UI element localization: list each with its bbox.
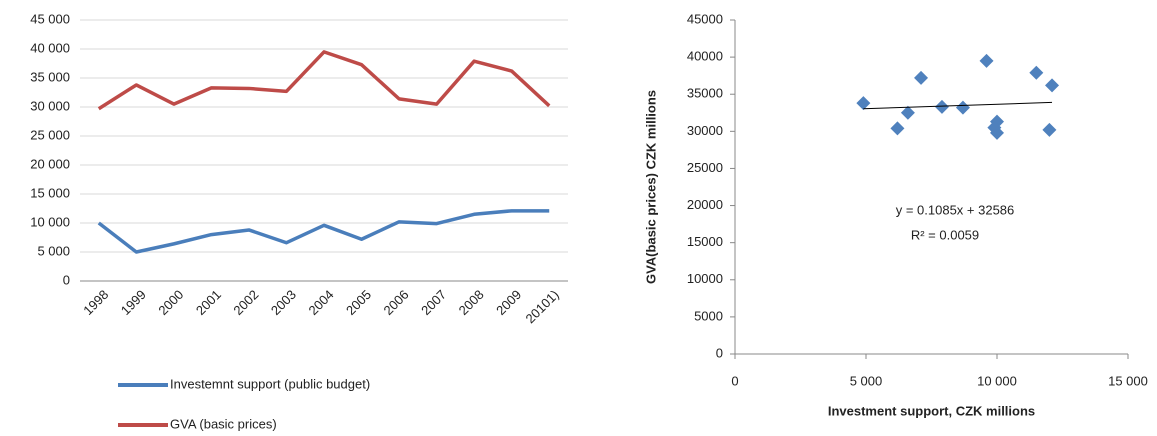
y-tick-label: 5 000: [37, 243, 70, 258]
x-tick-label: 2003: [268, 287, 299, 318]
x-tick-label: 2009: [493, 287, 524, 318]
y-tick-label: 20 000: [30, 156, 70, 171]
trendline-equation: y = 0.1085x + 32586: [896, 202, 1015, 217]
y-tick-label: 5000: [694, 308, 723, 323]
y-tick-label: 25000: [687, 160, 723, 175]
y-tick-label: 45000: [687, 11, 723, 26]
x-tick-label: 0: [731, 373, 738, 388]
x-tick-label: 1999: [118, 287, 149, 318]
scatter-point: [1029, 65, 1044, 80]
y-tick-label: 25 000: [30, 127, 70, 142]
series-line: [97, 50, 551, 111]
x-tick-label: 2002: [230, 287, 261, 318]
y-tick-label: 30000: [687, 123, 723, 138]
y-tick-label: 40000: [687, 49, 723, 64]
x-axis-title: Investment support, CZK millions: [828, 403, 1035, 418]
scatter-point: [914, 70, 929, 85]
y-tick-label: 10000: [687, 271, 723, 286]
x-tick-label: 2001: [193, 287, 224, 318]
scatter-point: [856, 96, 871, 111]
y-tick-label: 20000: [687, 197, 723, 212]
trendline-r2: R² = 0.0059: [911, 227, 979, 242]
y-tick-label: 45 000: [30, 11, 70, 26]
x-tick-label: 15 000: [1108, 373, 1148, 388]
y-tick-label: 10 000: [30, 214, 70, 229]
x-tick-label: 2006: [381, 287, 412, 318]
y-tick-label: 40 000: [30, 40, 70, 55]
x-tick-label: 2000: [155, 287, 186, 318]
scatter-point: [934, 99, 949, 114]
scatter-point: [979, 53, 994, 68]
scatter-point: [890, 121, 905, 136]
x-tick-label: 2007: [418, 287, 449, 318]
legend-label: Investemnt support (public budget): [170, 376, 370, 391]
x-tick-label: 10 000: [977, 373, 1017, 388]
y-axis-title: GVA(basic prices) CZK millions: [643, 90, 658, 284]
y-tick-label: 30 000: [30, 98, 70, 113]
series-line: [97, 209, 550, 254]
y-tick-label: 35000: [687, 86, 723, 101]
x-tick-label: 2004: [305, 287, 336, 318]
y-tick-label: 35 000: [30, 69, 70, 84]
scatter-point: [987, 120, 1002, 135]
scatter-point: [955, 100, 970, 115]
y-tick-label: 0: [63, 272, 70, 287]
trendline: [863, 101, 1053, 110]
y-tick-label: 0: [716, 345, 723, 360]
x-tick-label: 5 000: [850, 373, 883, 388]
y-tick-label: 15 000: [30, 185, 70, 200]
y-tick-label: 15000: [687, 234, 723, 249]
x-tick-label: 20101): [523, 287, 562, 326]
x-tick-label: 2008: [456, 287, 487, 318]
x-tick-label: 2005: [343, 287, 374, 318]
legend-label: GVA (basic prices): [170, 416, 277, 431]
x-tick-label: 1998: [80, 287, 111, 318]
scatter-point: [1045, 78, 1060, 93]
scatter-point: [1042, 122, 1057, 137]
scatter-point: [900, 105, 915, 120]
